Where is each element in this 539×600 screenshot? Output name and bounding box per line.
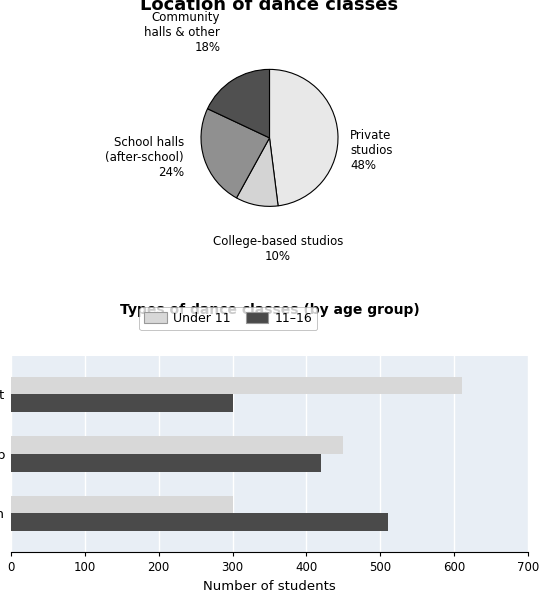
Title: Types of dance classes (by age group): Types of dance classes (by age group)	[120, 303, 419, 317]
X-axis label: Number of students: Number of students	[203, 580, 336, 593]
Title: Location of dance classes: Location of dance classes	[141, 0, 398, 14]
Wedge shape	[270, 70, 338, 206]
Bar	[11, 377, 462, 394]
Bar	[11, 496, 232, 514]
Bar	[11, 514, 388, 531]
Wedge shape	[201, 109, 270, 198]
Bar	[11, 394, 232, 412]
Wedge shape	[237, 138, 278, 206]
Text: School halls
(after-school)
24%: School halls (after-school) 24%	[105, 136, 184, 179]
Text: College-based studios
10%: College-based studios 10%	[212, 235, 343, 263]
Text: Community
halls & other
18%: Community halls & other 18%	[144, 11, 220, 55]
Legend: Under 11, 11–16: Under 11, 11–16	[139, 307, 317, 330]
Text: Private
studios
48%: Private studios 48%	[350, 129, 393, 172]
Bar	[11, 436, 343, 454]
Bar	[11, 454, 321, 472]
Wedge shape	[208, 70, 270, 138]
